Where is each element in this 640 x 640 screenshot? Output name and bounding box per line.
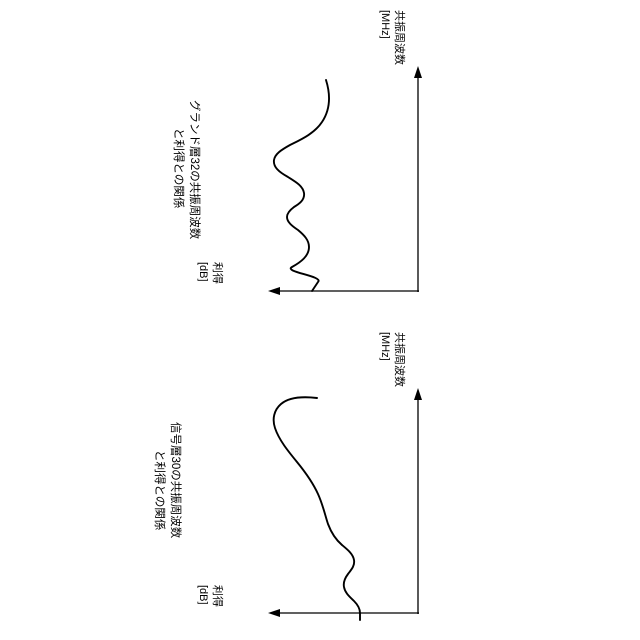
ground-layer-curve (272, 79, 330, 292)
signal-layer-gain-label-line-2: [dB] (197, 585, 210, 605)
signal-layer-frequency-axis-unit: [MHz] (352, 332, 417, 361)
ground-layer-frequency-axis (414, 66, 422, 292)
signal-layer-frequency-label-line-2: [MHz] (379, 332, 392, 361)
signal-layer-curve (272, 396, 361, 614)
signal-layer-chart-subtitle: と利得との関係 (124, 450, 192, 530)
signal-layer-title-line-2: と利得との関係 (152, 450, 165, 531)
signal-layer-gain-axis-unit: [dB] (170, 585, 235, 605)
signal-layer-frequency-axis (414, 388, 422, 614)
ground-layer-gain-axis (268, 287, 419, 295)
signal-layer-gain-axis (268, 609, 419, 617)
